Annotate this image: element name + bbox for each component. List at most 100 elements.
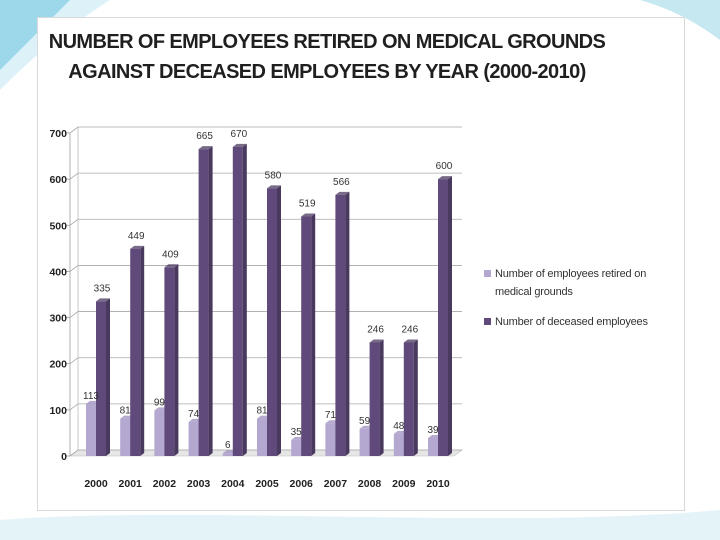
bar-deceased-side bbox=[174, 264, 179, 456]
x-tick-label: 2001 bbox=[119, 478, 143, 490]
bar-retired bbox=[257, 418, 267, 456]
y-tick-label: 400 bbox=[49, 266, 67, 278]
bar-retired bbox=[393, 433, 404, 456]
y-tick-label: 0 bbox=[61, 451, 67, 463]
data-label-deceased: 580 bbox=[265, 170, 282, 181]
gridline bbox=[69, 265, 462, 272]
bar-deceased-side bbox=[277, 185, 281, 456]
data-label-retired: 113 bbox=[83, 391, 99, 402]
bar-retired bbox=[120, 418, 131, 456]
chart-title: NUMBER OF EMPLOYEES RETIRED ON MEDICAL G… bbox=[37, 27, 617, 87]
bar-deceased-side bbox=[208, 146, 213, 456]
bar-deceased-side bbox=[379, 339, 384, 456]
x-tick-label: 2008 bbox=[358, 478, 382, 490]
data-label-retired: 74 bbox=[188, 409, 200, 420]
data-label-retired: 48 bbox=[393, 421, 405, 432]
bar-retired bbox=[325, 423, 336, 456]
data-label-deceased: 409 bbox=[162, 249, 179, 260]
bar-retired bbox=[222, 453, 233, 456]
x-tick-label: 2000 bbox=[84, 478, 108, 490]
y-tick-label: 500 bbox=[49, 220, 67, 232]
x-tick-label: 2004 bbox=[221, 478, 245, 490]
y-tick-label: 200 bbox=[49, 359, 67, 371]
bar-deceased bbox=[232, 146, 243, 457]
data-label-deceased: 600 bbox=[436, 161, 453, 172]
y-tick-label: 100 bbox=[49, 405, 67, 417]
x-tick-label: 2009 bbox=[392, 478, 416, 490]
bar-deceased-top bbox=[438, 176, 452, 180]
data-label-deceased: 246 bbox=[401, 324, 418, 335]
data-label-retired: 35 bbox=[291, 427, 303, 438]
bar-deceased-top bbox=[96, 298, 110, 302]
data-label-retired: 59 bbox=[359, 416, 371, 427]
data-label-deceased: 449 bbox=[128, 231, 145, 242]
bar-deceased bbox=[301, 216, 312, 456]
gridline bbox=[69, 218, 462, 226]
bar-retired bbox=[428, 438, 438, 456]
data-label-retired: 6 bbox=[225, 440, 231, 451]
bar-deceased bbox=[164, 267, 175, 456]
top-left-swoosh-light bbox=[0, 0, 110, 90]
bar-deceased-top bbox=[164, 264, 179, 268]
bar-deceased-top bbox=[335, 191, 350, 195]
chart-title-line-1: NUMBER OF EMPLOYEES RETIRED ON MEDICAL G… bbox=[48, 31, 606, 53]
bar-deceased-side bbox=[448, 176, 452, 456]
gridline bbox=[69, 172, 462, 180]
bar-retired bbox=[86, 403, 96, 456]
bar-retired bbox=[154, 410, 165, 456]
legend-label-retired: Number of employees retired on medical g… bbox=[495, 268, 647, 298]
bar-deceased-top bbox=[403, 339, 418, 343]
bar-deceased-top bbox=[267, 185, 281, 189]
gridline bbox=[69, 311, 462, 318]
data-label-retired: 81 bbox=[256, 406, 268, 417]
bar-retired bbox=[188, 421, 199, 456]
top-right-swoosh bbox=[640, 0, 720, 40]
x-tick-label: 2003 bbox=[187, 478, 211, 490]
legend-item-retired: Number of employees retired on medical g… bbox=[484, 265, 684, 301]
bar-deceased-top bbox=[232, 143, 247, 147]
x-tick-label: 2005 bbox=[255, 478, 279, 490]
bar-deceased bbox=[198, 149, 209, 456]
legend-item-deceased: Number of deceased employees bbox=[484, 313, 684, 331]
data-label-deceased: 335 bbox=[94, 283, 111, 294]
gridline bbox=[69, 126, 462, 134]
bar-deceased-side bbox=[413, 339, 418, 456]
bar-deceased-top bbox=[198, 146, 213, 150]
bar-retired bbox=[359, 428, 370, 456]
bar-deceased-side bbox=[311, 213, 316, 456]
y-tick-label: 300 bbox=[49, 313, 67, 325]
data-label-retired: 81 bbox=[120, 406, 132, 417]
data-label-deceased: 566 bbox=[333, 177, 350, 188]
data-label-retired: 39 bbox=[427, 425, 439, 436]
legend-swatch-deceased bbox=[484, 318, 491, 325]
bottom-wave bbox=[0, 510, 720, 540]
y-tick-label: 700 bbox=[49, 128, 67, 140]
gridline bbox=[69, 403, 462, 411]
bar-deceased-top bbox=[369, 339, 384, 343]
bar-deceased bbox=[130, 248, 141, 456]
data-label-retired: 99 bbox=[154, 397, 166, 408]
bar-deceased-top bbox=[130, 245, 145, 249]
bar-deceased bbox=[96, 301, 106, 456]
bar-deceased bbox=[403, 342, 414, 456]
bar-deceased bbox=[267, 188, 277, 456]
bar-deceased-side bbox=[242, 143, 247, 457]
gridline bbox=[69, 357, 462, 365]
bar-deceased bbox=[335, 194, 346, 456]
legend-label-deceased: Number of deceased employees bbox=[495, 316, 648, 328]
bar-deceased-top bbox=[301, 213, 316, 217]
x-tick-label: 2006 bbox=[290, 478, 314, 490]
x-tick-label: 2007 bbox=[324, 478, 348, 490]
bar-deceased-side bbox=[140, 245, 145, 456]
chart-title-line-2: AGAINST DECEASED EMPLOYEES BY YEAR (2000… bbox=[68, 61, 586, 83]
chart-legend: Number of employees retired on medical g… bbox=[484, 265, 684, 343]
data-label-retired: 71 bbox=[325, 410, 337, 421]
bar-deceased bbox=[369, 342, 380, 456]
bar-deceased-side bbox=[345, 191, 350, 457]
bar-deceased bbox=[438, 179, 448, 456]
data-label-deceased: 246 bbox=[367, 324, 384, 335]
bar-deceased-side bbox=[106, 298, 110, 456]
bar-retired bbox=[291, 439, 302, 456]
x-tick-label: 2002 bbox=[153, 478, 177, 490]
